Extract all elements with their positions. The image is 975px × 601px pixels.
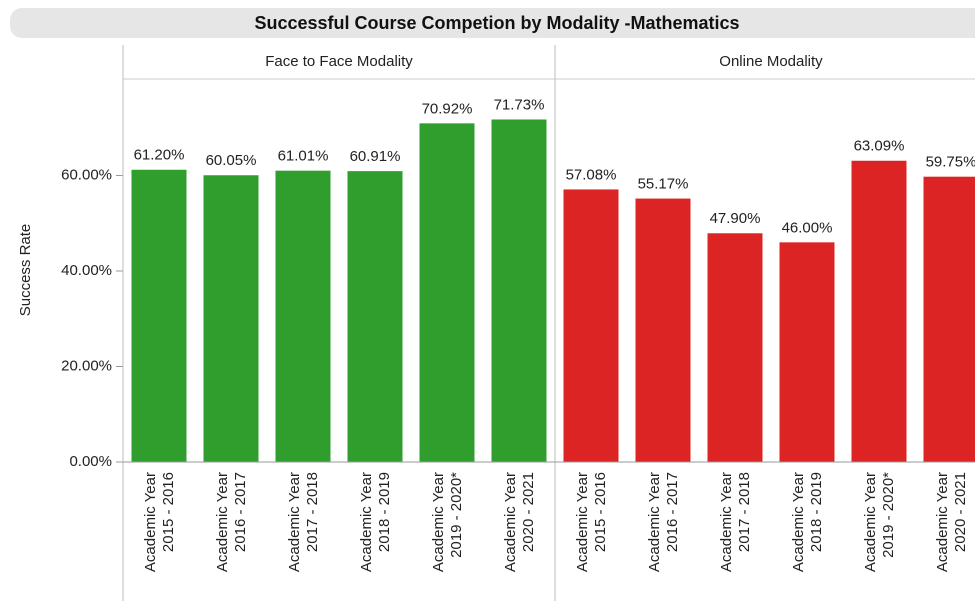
bar: [635, 198, 691, 463]
y-tick-label: 40.00%: [61, 262, 112, 279]
x-tick-label: Academic Year: [934, 472, 951, 572]
bar: [707, 233, 763, 462]
x-tick-label: Academic Year: [358, 472, 375, 572]
bar: [779, 242, 835, 462]
value-label: 47.90%: [710, 210, 761, 227]
chart-title: Successful Course Competion by Modality …: [254, 13, 739, 33]
value-label: 46.00%: [782, 219, 833, 236]
x-tick-label: Academic Year: [430, 472, 447, 572]
bar: [131, 169, 187, 462]
value-label: 55.17%: [638, 176, 689, 193]
x-tick-label: 2017 - 2018: [736, 472, 753, 552]
x-tick-label: Academic Year: [286, 472, 303, 572]
x-tick-label: Academic Year: [790, 472, 807, 572]
value-label: 70.92%: [422, 100, 473, 117]
bar: [275, 170, 331, 462]
y-tick-label: 60.00%: [61, 166, 112, 183]
bar: [851, 160, 907, 463]
value-label: 61.01%: [278, 148, 329, 165]
x-tick-label: 2020 - 2021: [520, 472, 537, 552]
value-label: 61.20%: [134, 147, 185, 164]
bar: [419, 123, 475, 463]
x-tick-label: 2019 - 2020*: [448, 472, 465, 558]
facet-header: Online Modality: [719, 53, 823, 70]
bar: [203, 175, 259, 463]
facet-header: Face to Face Modality: [265, 53, 413, 70]
title-band: [10, 8, 975, 38]
x-tick-label: Academic Year: [502, 472, 519, 572]
x-tick-label: 2016 - 2017: [664, 472, 681, 552]
value-label: 57.08%: [566, 166, 617, 183]
bar: [563, 189, 619, 462]
value-label: 71.73%: [494, 96, 545, 113]
value-label: 59.75%: [926, 154, 975, 171]
x-tick-label: 2015 - 2016: [160, 472, 177, 552]
y-tick-label: 20.00%: [61, 357, 112, 374]
x-tick-label: 2018 - 2019: [808, 472, 825, 552]
x-tick-label: 2016 - 2017: [232, 472, 249, 552]
bar: [923, 176, 975, 462]
x-tick-label: 2018 - 2019: [376, 472, 393, 552]
y-axis-label: Success Rate: [17, 224, 34, 317]
x-tick-label: 2019 - 2020*: [880, 472, 897, 558]
x-tick-label: Academic Year: [142, 472, 159, 572]
x-tick-label: Academic Year: [214, 472, 231, 572]
bar: [491, 119, 547, 462]
x-tick-label: Academic Year: [574, 472, 591, 572]
x-tick-label: Academic Year: [646, 472, 663, 572]
x-tick-label: Academic Year: [718, 472, 735, 572]
x-tick-label: 2017 - 2018: [304, 472, 321, 552]
bar: [347, 171, 403, 462]
value-label: 60.05%: [206, 152, 257, 169]
x-tick-label: Academic Year: [862, 472, 879, 572]
value-label: 60.91%: [350, 148, 401, 165]
value-label: 63.09%: [854, 138, 905, 155]
x-tick-label: 2020 - 2021: [952, 472, 969, 552]
y-tick-label: 0.00%: [69, 453, 112, 470]
x-tick-label: 2015 - 2016: [592, 472, 609, 552]
